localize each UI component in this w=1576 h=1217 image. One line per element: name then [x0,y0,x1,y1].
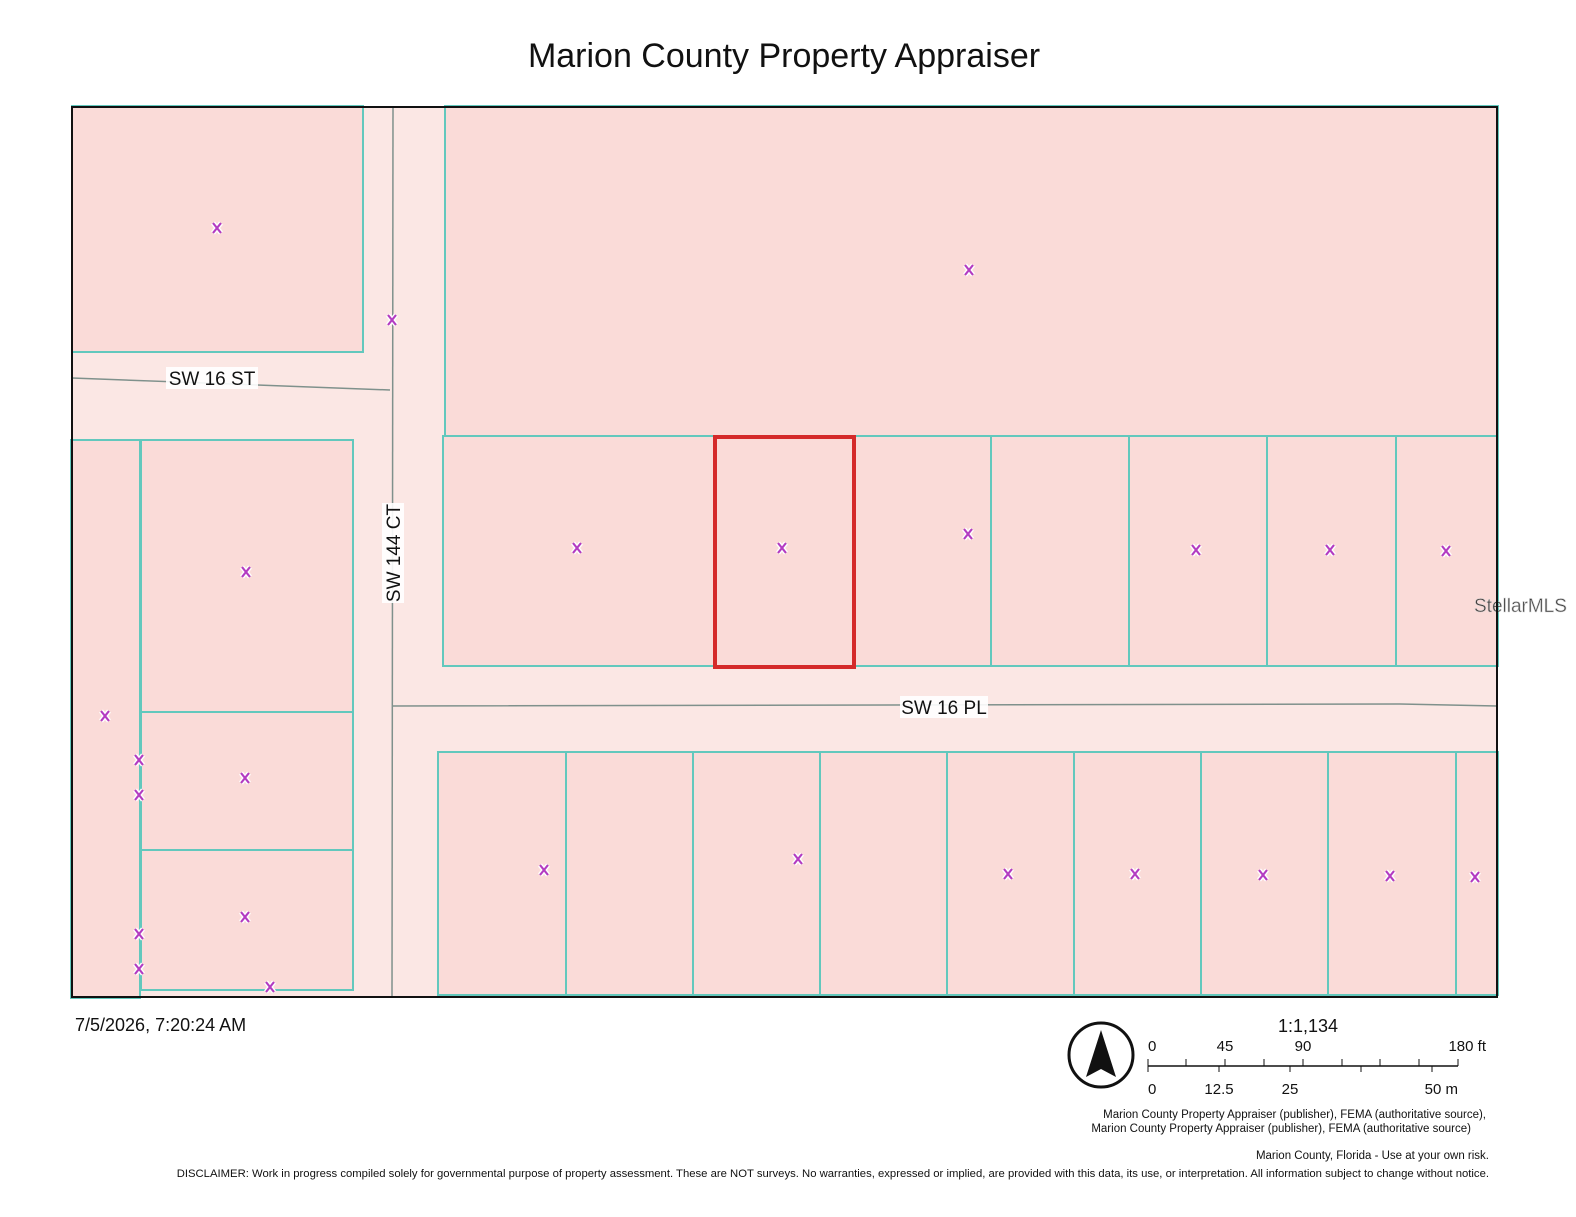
parcel-marker [134,963,144,975]
parcel [990,435,1130,667]
street-name: SW 16 PL [901,698,987,719]
parcel-marker [240,772,250,784]
street-label: SW 16 PL [900,696,988,719]
street-label-bg [166,367,258,389]
parcel-marker [1258,869,1268,881]
north-arrow-pointer [1086,1030,1116,1077]
scale-label-m: 50 m [1425,1081,1458,1098]
parcel-marker [1325,544,1335,556]
street-label-bg [382,503,404,603]
scale-label-ft: 180 ft [1448,1038,1486,1055]
road-centerline [391,703,1498,707]
parcel-marker [1130,868,1140,880]
scale-label-ft: 0 [1148,1038,1156,1055]
disclaimer: DISCLAIMER: Work in progress compiled so… [177,1168,1489,1180]
scale-label-m: 12.5 [1204,1081,1233,1098]
timestamp: 7/5/2026, 7:20:24 AM [75,1015,246,1035]
parcel [852,435,992,667]
map [70,105,1499,999]
street-name: SW 144 CT [384,504,405,603]
watermark: StellarMLS [1474,596,1567,617]
title: Marion County Property Appraiser [528,37,1040,75]
scale-label-ft: 90 [1295,1038,1312,1055]
notice: Marion County, Florida - Use at your own… [1256,1150,1489,1162]
parcel-marker [1003,868,1013,880]
parcel [819,751,948,996]
parcel-marker [134,789,144,801]
parcel-marker [572,542,582,554]
scale-label-ft: 45 [1217,1038,1234,1055]
street-label: SW 16 ST [166,367,258,390]
parcel-marker [539,864,549,876]
parcel-marker [1441,545,1451,557]
scale-label-m: 25 [1282,1081,1299,1098]
parcel-marker [241,566,251,578]
scale-ratio: 1:1,134 [1278,1016,1338,1036]
parcel-marker [1470,871,1480,883]
parcel-marker [265,981,275,993]
map-frame [71,106,1498,998]
parcel-marker [777,542,787,554]
parcel-marker [134,928,144,940]
parcel-marker [793,853,803,865]
parcel-marker [100,710,110,722]
parcel-marker [134,754,144,766]
parcel-marker [387,314,397,326]
scale-label-m: 0 [1148,1081,1156,1098]
street-label-bg [900,696,988,718]
parcel-marker [240,911,250,923]
north-arrow [1067,1021,1135,1089]
street-label: SW 144 CT [382,503,405,603]
selected-parcel [713,435,856,669]
attribution-line: Marion County Property Appraiser (publis… [1103,1109,1486,1121]
street-name: SW 16 ST [169,369,256,390]
parcel [692,751,821,996]
attribution-line: Marion County Property Appraiser (publis… [1091,1123,1471,1135]
parcel-marker [964,264,974,276]
parcel-marker [963,528,973,540]
parcel [565,751,694,996]
parcel-marker [1191,544,1201,556]
parcel-marker [212,222,222,234]
parcel-marker [1385,870,1395,882]
